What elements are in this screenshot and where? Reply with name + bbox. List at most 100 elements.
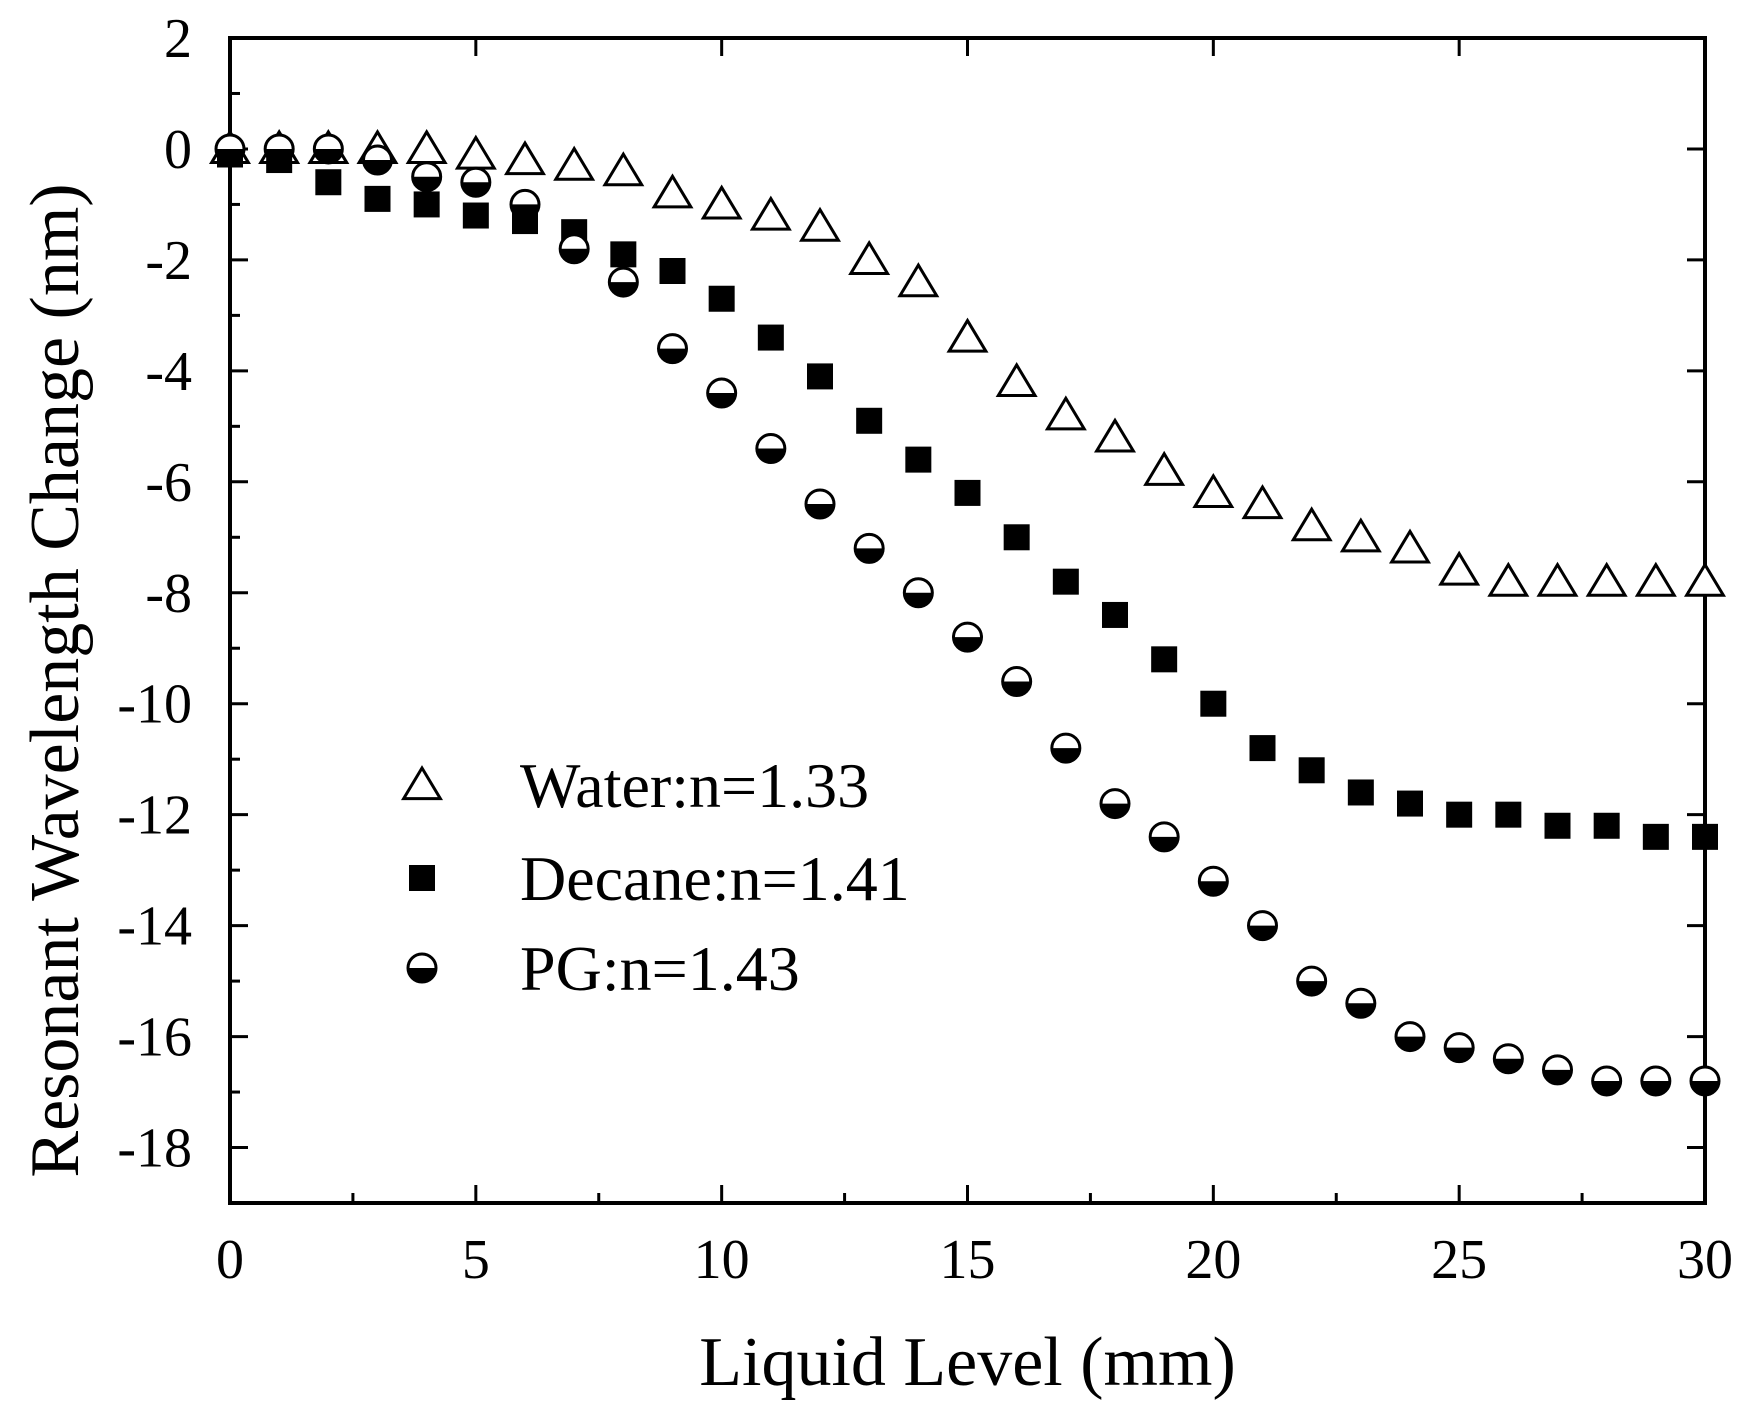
data-point [946, 317, 989, 353]
data-point [607, 266, 639, 298]
data-point [706, 377, 738, 409]
data-point [610, 241, 637, 268]
data-point [263, 133, 295, 165]
x-axis-title: Liquid Level (mm) [699, 1324, 1236, 1401]
y-tick-label: -8 [145, 563, 192, 625]
data-point [1495, 801, 1522, 828]
y-tick-label: -12 [117, 785, 192, 847]
y-tick-label: -14 [117, 896, 192, 958]
y-tick-label: -2 [145, 230, 192, 292]
data-point [1593, 812, 1620, 839]
data-point [1634, 561, 1677, 597]
legend-label: PG:n=1.43 [520, 933, 800, 1004]
legend-label: Water:n=1.33 [520, 750, 869, 821]
data-point [503, 140, 547, 176]
x-tick-label: 30 [1677, 1229, 1733, 1291]
data-point [1001, 666, 1033, 698]
data-point [897, 262, 940, 298]
data-point [804, 488, 836, 520]
data-point [315, 169, 342, 196]
data-point [798, 206, 842, 242]
data-point [848, 239, 891, 276]
y-tick-label: -16 [117, 1007, 192, 1069]
data-point [364, 185, 391, 212]
y-tick-label: -10 [117, 674, 192, 736]
data-point [1487, 561, 1530, 597]
data-point [1591, 1065, 1623, 1097]
data-point [1492, 1043, 1524, 1075]
x-tick-label: 5 [462, 1229, 490, 1291]
y-tick-label: -18 [117, 1118, 192, 1180]
data-point [411, 161, 443, 193]
data-point [1143, 450, 1186, 486]
data-point [651, 173, 694, 209]
legend-item: Water:n=1.33 [400, 750, 869, 821]
data-point [214, 133, 246, 165]
data-point [1443, 1032, 1475, 1064]
data-point [1247, 910, 1278, 942]
legend: Water:n=1.33 Decane:n=1.41 PG:n=1.43 [400, 750, 910, 1004]
y-tick-label: 0 [164, 119, 192, 181]
data-point [1044, 395, 1087, 431]
y-axis-ticks: 2 0 -2 -4 -6 -8 -10 -12 -14 -16 -18 [117, 8, 1705, 1205]
data-point [856, 407, 883, 434]
data-point [853, 532, 885, 564]
data-point [1544, 812, 1571, 839]
data-point [1093, 417, 1137, 453]
data-point [755, 433, 787, 465]
data-point [954, 479, 981, 506]
data-marks [208, 129, 1727, 1097]
data-point [1296, 965, 1328, 997]
data-point [462, 202, 489, 229]
data-point [1200, 690, 1227, 717]
y-tick-label: -6 [145, 452, 192, 514]
data-point [1151, 646, 1178, 673]
data-point [460, 166, 492, 198]
y-axis-title: Resonant Wavelength Change (nm) [17, 183, 94, 1177]
data-point [1347, 779, 1374, 806]
series-decane [217, 141, 1718, 850]
data-point [553, 145, 596, 181]
data-point [1397, 790, 1423, 817]
y-tick-label: -4 [145, 341, 192, 403]
series-water [208, 129, 1727, 597]
data-point [807, 363, 833, 390]
data-point [1050, 732, 1082, 764]
data-point [1542, 1054, 1573, 1086]
data-point [1148, 821, 1180, 853]
data-point [1585, 561, 1628, 597]
data-point [1192, 472, 1235, 509]
data-point [1290, 506, 1333, 542]
data-point [1099, 788, 1131, 820]
data-point [708, 285, 735, 312]
data-point [902, 577, 934, 609]
data-point [1249, 735, 1276, 762]
legend-item: PG:n=1.43 [406, 933, 800, 1004]
x-tick-label: 25 [1431, 1229, 1487, 1291]
data-point [454, 134, 497, 170]
data-point [1197, 865, 1229, 897]
data-point [1339, 517, 1382, 553]
legend-marker [406, 952, 438, 984]
data-point [1003, 524, 1030, 551]
data-point [1640, 1065, 1672, 1097]
data-point [1394, 1021, 1426, 1053]
series-pg [214, 133, 1721, 1097]
data-point [1683, 561, 1727, 597]
data-point [995, 362, 1038, 398]
data-point [1241, 484, 1284, 520]
data-point [657, 333, 688, 365]
data-point [749, 195, 792, 231]
data-point [1689, 1065, 1721, 1097]
data-point [1388, 528, 1432, 564]
data-point [405, 129, 448, 165]
data-point [1536, 561, 1579, 597]
data-point [1298, 757, 1325, 784]
x-tick-label: 20 [1185, 1229, 1241, 1291]
data-point [952, 621, 983, 653]
data-point [757, 324, 784, 351]
data-point [1052, 568, 1079, 595]
data-point [1102, 601, 1128, 628]
data-point [905, 446, 932, 473]
